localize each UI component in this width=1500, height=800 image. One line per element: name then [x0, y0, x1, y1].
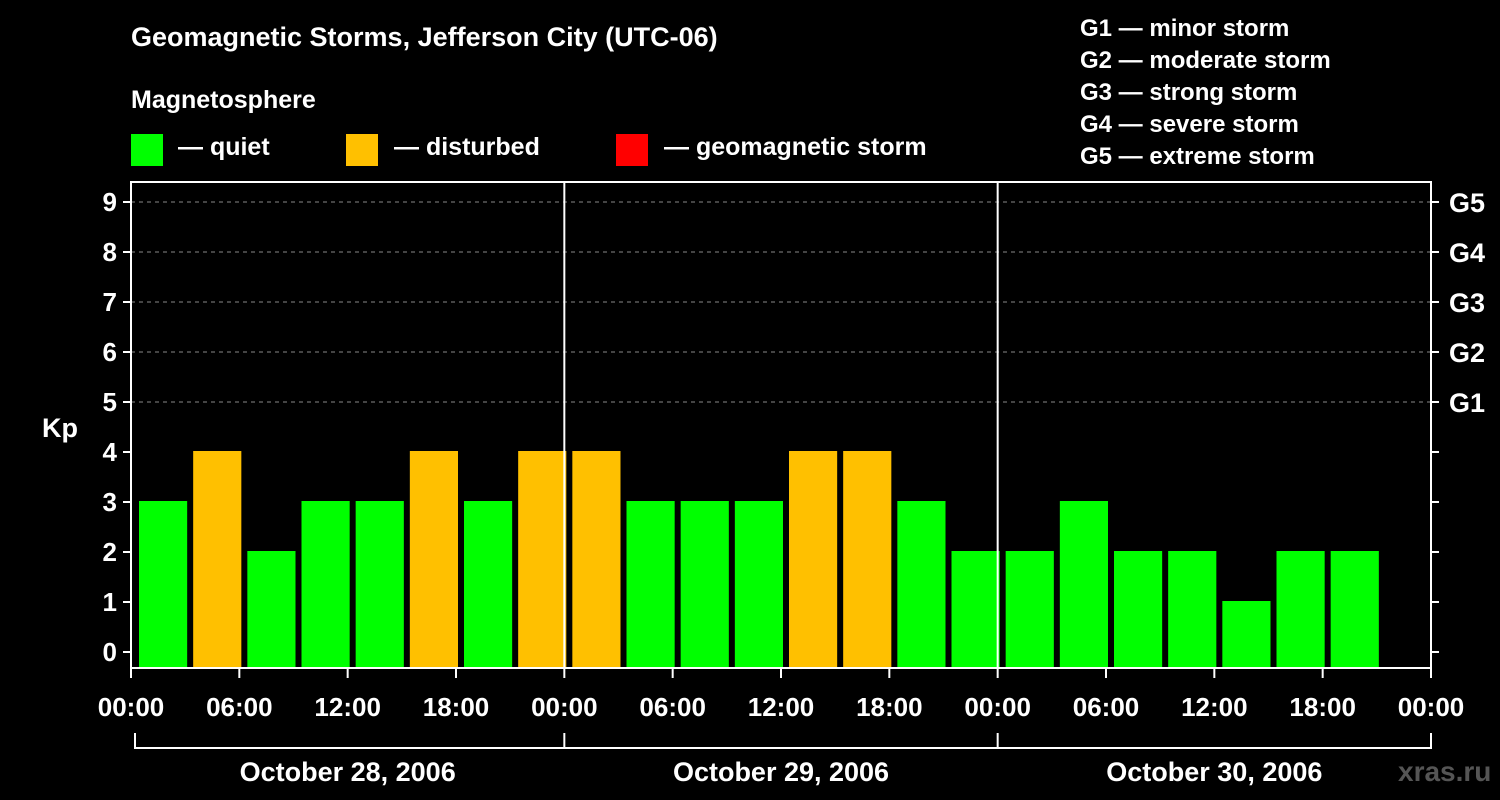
legend-swatch-quiet — [131, 134, 163, 166]
kp-bar-22 — [1330, 551, 1379, 668]
storm-scale-g1: G1 — minor storm — [1080, 15, 1290, 42]
y-tick-label-7: 7 — [103, 287, 117, 317]
kp-bar-7 — [518, 451, 567, 668]
right-axis-label-g1: G1 — [1449, 388, 1485, 418]
x-tick-label-11: 18:00 — [1289, 692, 1356, 722]
kp-bar-12 — [789, 451, 838, 668]
kp-bar-0 — [139, 501, 188, 668]
kp-bar-4 — [355, 501, 404, 668]
kp-bar-19 — [1168, 551, 1217, 668]
kp-bar-16 — [1005, 551, 1054, 668]
y-axis-label: Kp — [42, 413, 78, 443]
chart-title: Geomagnetic Storms, Jefferson City (UTC-… — [131, 22, 718, 52]
storm-scale-g3: G3 — strong storm — [1080, 79, 1298, 106]
kp-bar-18 — [1114, 551, 1163, 668]
right-axis-label-g5: G5 — [1449, 188, 1485, 218]
y-tick-label-5: 5 — [103, 387, 117, 417]
x-tick-label-7: 18:00 — [856, 692, 923, 722]
right-axis-label-g2: G2 — [1449, 338, 1485, 368]
x-tick-label-9: 06:00 — [1073, 692, 1140, 722]
kp-bar-5 — [409, 451, 458, 668]
x-tick-label-1: 06:00 — [206, 692, 273, 722]
watermark: xras.ru — [1398, 756, 1492, 787]
kp-bar-14 — [897, 501, 946, 668]
x-tick-label-2: 12:00 — [314, 692, 381, 722]
y-tick-label-4: 4 — [103, 437, 118, 467]
kp-bar-6 — [464, 501, 513, 668]
magnetosphere-label: Magnetosphere — [131, 86, 316, 114]
legend-label-storm: — geomagnetic storm — [664, 133, 927, 161]
kp-bar-10 — [680, 501, 729, 668]
kp-bar-8 — [572, 451, 621, 668]
y-tick-label-9: 9 — [103, 187, 117, 217]
y-tick-label-2: 2 — [103, 537, 117, 567]
right-axis-label-g3: G3 — [1449, 288, 1485, 318]
x-tick-label-3: 18:00 — [423, 692, 490, 722]
x-tick-label-4: 00:00 — [531, 692, 598, 722]
kp-bar-9 — [626, 501, 675, 668]
storm-scale-g5: G5 — extreme storm — [1080, 143, 1315, 170]
x-tick-label-6: 12:00 — [748, 692, 815, 722]
y-tick-label-3: 3 — [103, 487, 117, 517]
day-label-0: October 28, 2006 — [240, 757, 456, 787]
x-tick-label-0: 00:00 — [98, 692, 165, 722]
day-label-2: October 30, 2006 — [1106, 757, 1322, 787]
storm-scale-g2: G2 — moderate storm — [1080, 47, 1331, 74]
kp-bar-21 — [1276, 551, 1325, 668]
day-label-1: October 29, 2006 — [673, 757, 889, 787]
kp-bar-15 — [951, 551, 1000, 668]
legend-swatch-disturbed — [346, 134, 378, 166]
kp-bar-20 — [1222, 601, 1271, 668]
storm-scale-g4: G4 — severe storm — [1080, 111, 1299, 138]
x-tick-label-12: 00:00 — [1398, 692, 1465, 722]
y-tick-label-8: 8 — [103, 237, 117, 267]
legend-swatch-storm — [616, 134, 648, 166]
x-tick-label-8: 00:00 — [964, 692, 1031, 722]
kp-bar-13 — [843, 451, 892, 668]
x-tick-label-5: 06:00 — [639, 692, 706, 722]
kp-bar-17 — [1059, 501, 1108, 668]
kp-bar-3 — [301, 501, 350, 668]
kp-bar-1 — [193, 451, 242, 668]
right-axis-label-g4: G4 — [1449, 238, 1485, 268]
y-tick-label-1: 1 — [103, 587, 117, 617]
x-tick-label-10: 12:00 — [1181, 692, 1248, 722]
y-tick-label-0: 0 — [103, 637, 117, 667]
kp-bar-2 — [247, 551, 296, 668]
legend-label-disturbed: — disturbed — [394, 133, 540, 161]
kp-bar-11 — [734, 501, 783, 668]
y-tick-label-6: 6 — [103, 337, 117, 367]
legend-label-quiet: — quiet — [178, 133, 270, 161]
